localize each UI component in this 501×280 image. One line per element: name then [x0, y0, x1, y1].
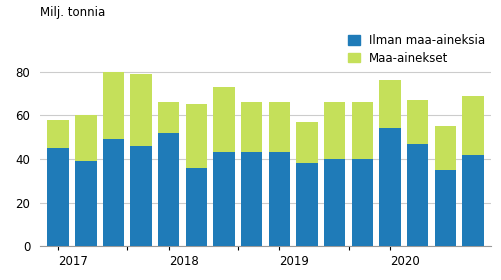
- Bar: [158, 133, 179, 246]
- Text: Milj. tonnia: Milj. tonnia: [40, 6, 105, 19]
- Bar: [462, 96, 484, 155]
- Bar: [241, 102, 263, 153]
- Legend: Ilman maa-aineksia, Maa-ainekset: Ilman maa-aineksia, Maa-ainekset: [343, 29, 490, 69]
- Bar: [47, 148, 69, 246]
- Bar: [130, 146, 152, 246]
- Bar: [407, 144, 428, 246]
- Bar: [324, 102, 346, 159]
- Bar: [434, 126, 456, 170]
- Bar: [269, 153, 290, 246]
- Bar: [269, 102, 290, 153]
- Bar: [103, 72, 124, 139]
- Bar: [296, 164, 318, 246]
- Bar: [241, 153, 263, 246]
- Bar: [130, 74, 152, 146]
- Bar: [407, 100, 428, 144]
- Bar: [47, 120, 69, 148]
- Bar: [379, 80, 401, 129]
- Bar: [103, 139, 124, 246]
- Bar: [185, 168, 207, 246]
- Bar: [379, 129, 401, 246]
- Bar: [213, 153, 235, 246]
- Bar: [324, 159, 346, 246]
- Bar: [75, 161, 97, 246]
- Bar: [352, 102, 373, 159]
- Bar: [296, 122, 318, 164]
- Bar: [185, 104, 207, 168]
- Bar: [158, 102, 179, 133]
- Bar: [434, 170, 456, 246]
- Bar: [75, 115, 97, 161]
- Bar: [213, 87, 235, 153]
- Bar: [352, 159, 373, 246]
- Bar: [462, 155, 484, 246]
